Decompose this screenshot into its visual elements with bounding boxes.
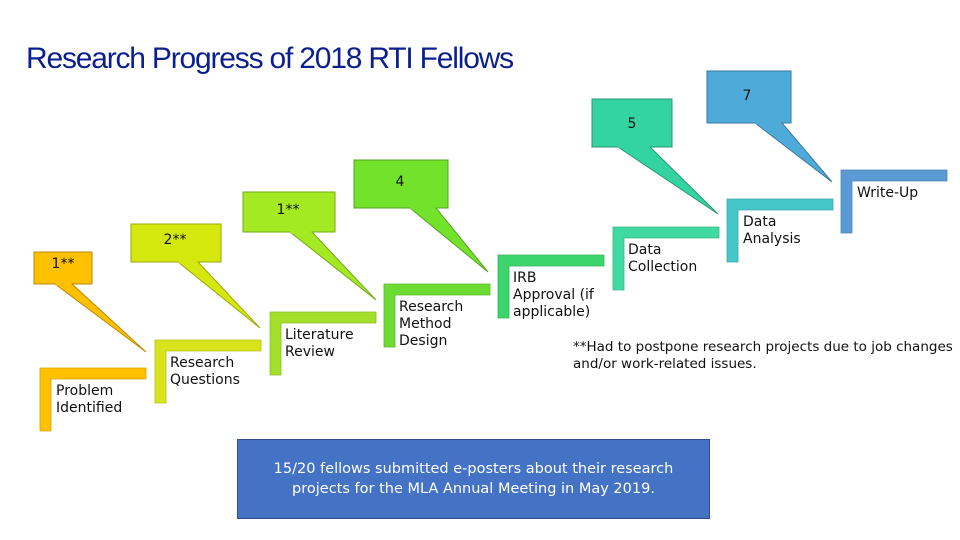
step-label-literature-review: Literature Review <box>285 327 354 360</box>
callout-count-research-method: 4 <box>395 174 405 190</box>
summary-box: 15/20 fellows submitted e-posters about … <box>237 439 710 519</box>
callout-5-seam <box>618 145 650 149</box>
callout-3-seam <box>290 230 312 234</box>
page-title: Research Progress of 2018 RTI Fellows <box>26 42 514 75</box>
callout-2-bubble <box>130 223 222 263</box>
callout-4-tail <box>408 207 489 273</box>
callout-count-literature-review: 1** <box>276 202 300 218</box>
callout-6-seam <box>755 121 782 125</box>
step-label-irb-approval: IRB Approval (if applicable) <box>513 270 594 320</box>
step-label-data-analysis: Data Analysis <box>743 214 801 247</box>
callout-5-bubble <box>591 98 673 148</box>
step-4-bar <box>383 283 491 348</box>
callout-2-seam <box>178 260 198 264</box>
callout-5-tail <box>616 146 719 215</box>
callout-1-bubble <box>33 251 93 285</box>
step-label-problem-identified: Problem Identified <box>56 383 123 416</box>
callout-3-tail <box>288 231 377 301</box>
callout-count-write-up: 7 <box>742 88 752 104</box>
step-7-bar <box>726 198 834 263</box>
callout-count-research-questions: 2** <box>163 232 187 248</box>
callout-4-bubble <box>353 159 449 209</box>
callout-count-problem-identified: 1** <box>51 256 75 272</box>
step-label-write-up: Write-Up <box>857 185 919 201</box>
callout-6-bubble <box>706 70 792 124</box>
callout-4-seam <box>410 206 436 210</box>
step-label-data-collection: Data Collection <box>628 242 698 275</box>
step-label-research-method-design: Research Method Design <box>399 299 464 349</box>
callout-6-tail <box>753 122 833 183</box>
callout-1-tail <box>53 283 147 353</box>
summary-text: 15/20 fellows submitted e-posters about … <box>273 461 674 497</box>
step-5-bar <box>497 254 605 319</box>
footnote: **Had to postpone research projects due … <box>573 339 953 372</box>
callout-1-seam <box>55 282 72 286</box>
step-3-bar <box>269 311 377 376</box>
step-1-bar <box>39 367 147 432</box>
callout-count-data-collection: 5 <box>627 116 637 132</box>
step-2-bar <box>154 339 262 404</box>
step-8-bar <box>840 169 948 234</box>
step-label-research-questions: Research Questions <box>170 355 240 388</box>
callout-2-tail <box>176 261 261 329</box>
step-6-bar <box>612 226 720 291</box>
callout-3-bubble <box>242 191 336 233</box>
